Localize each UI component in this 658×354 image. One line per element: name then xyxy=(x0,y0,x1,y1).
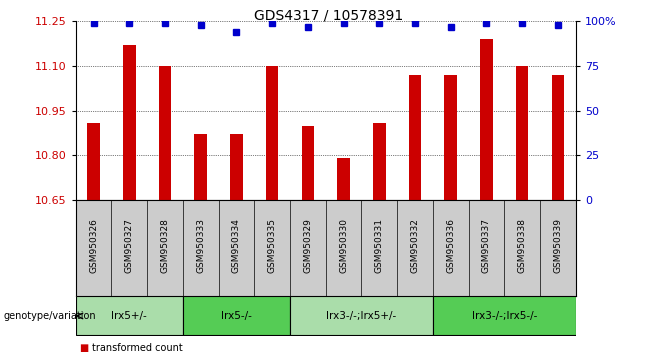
Text: GSM950339: GSM950339 xyxy=(553,218,563,273)
Bar xyxy=(195,135,207,200)
Text: GSM950338: GSM950338 xyxy=(518,218,526,273)
Bar xyxy=(266,66,278,200)
Text: GSM950337: GSM950337 xyxy=(482,218,491,273)
Bar xyxy=(433,296,576,336)
Bar xyxy=(290,296,433,336)
Bar xyxy=(373,122,386,200)
Bar xyxy=(159,66,171,200)
Bar xyxy=(301,126,314,200)
Bar xyxy=(444,75,457,200)
Text: GSM950332: GSM950332 xyxy=(411,218,420,273)
Text: lrx5+/-: lrx5+/- xyxy=(111,311,147,321)
Text: GSM950331: GSM950331 xyxy=(375,218,384,273)
Text: genotype/variation: genotype/variation xyxy=(3,311,96,321)
Bar xyxy=(409,75,421,200)
Bar xyxy=(551,75,564,200)
Text: GSM950329: GSM950329 xyxy=(303,218,313,273)
Text: GSM950327: GSM950327 xyxy=(125,218,134,273)
Text: lrx3-/-;lrx5-/-: lrx3-/-;lrx5-/- xyxy=(472,311,537,321)
Text: GSM950328: GSM950328 xyxy=(161,218,170,273)
Text: GSM950326: GSM950326 xyxy=(89,218,98,273)
Bar xyxy=(480,39,493,200)
Text: lrx3-/-;lrx5+/-: lrx3-/-;lrx5+/- xyxy=(326,311,397,321)
Bar xyxy=(516,66,528,200)
Bar xyxy=(88,122,100,200)
Text: GSM950334: GSM950334 xyxy=(232,218,241,273)
Bar xyxy=(76,296,183,336)
Bar xyxy=(183,296,290,336)
Bar xyxy=(230,135,243,200)
Text: lrx5-/-: lrx5-/- xyxy=(221,311,252,321)
Text: GSM950333: GSM950333 xyxy=(196,218,205,273)
Text: GDS4317 / 10578391: GDS4317 / 10578391 xyxy=(255,9,403,23)
Bar xyxy=(123,45,136,200)
Bar xyxy=(338,158,350,200)
Text: ■: ■ xyxy=(79,343,88,353)
Text: GSM950336: GSM950336 xyxy=(446,218,455,273)
Text: transformed count: transformed count xyxy=(92,343,183,353)
Text: GSM950330: GSM950330 xyxy=(339,218,348,273)
Text: GSM950335: GSM950335 xyxy=(268,218,276,273)
